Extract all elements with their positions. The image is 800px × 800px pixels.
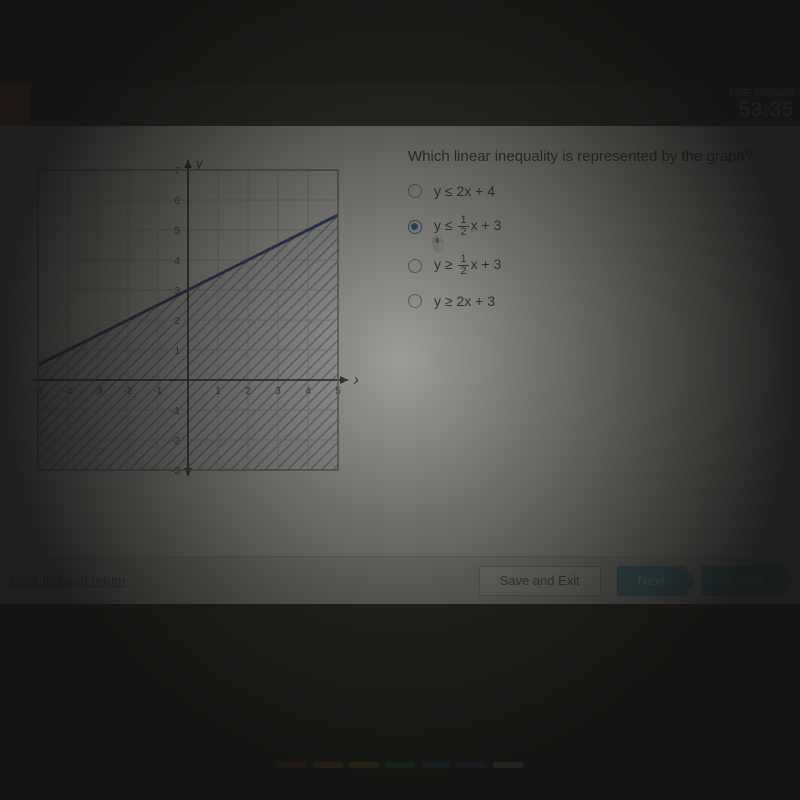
svg-text:7: 7	[174, 166, 180, 177]
taskbar-dot	[421, 762, 451, 768]
option-2[interactable]: y ≥ 12x + 3	[408, 254, 788, 277]
graph: -5-4-3-2-112345-3-2-11234567xy	[18, 150, 358, 490]
option-3[interactable]: y ≥ 2x + 3	[408, 293, 788, 309]
svg-text:-3: -3	[94, 386, 103, 397]
taskbar-dot	[493, 762, 523, 768]
radio-2[interactable]	[408, 259, 422, 273]
taskbar-dot	[385, 762, 415, 768]
svg-text:1: 1	[174, 346, 180, 357]
taskbar-dot	[277, 762, 307, 768]
radio-1[interactable]	[408, 220, 422, 234]
svg-text:4: 4	[305, 386, 311, 397]
radio-0[interactable]	[408, 184, 422, 198]
taskbar	[0, 762, 800, 782]
save-exit-button[interactable]: Save and Exit	[479, 566, 601, 596]
option-0[interactable]: y ≤ 2x + 4	[408, 183, 788, 199]
options-list: y ≤ 2x + 4 y ≤ 12x + 3 y ≥ 12x + 3 y ≥ 2x +…	[408, 183, 788, 309]
svg-text:6: 6	[174, 196, 180, 207]
timer: TIME REMAIN 53:35	[728, 88, 794, 121]
option-1[interactable]: y ≤ 12x + 3	[408, 215, 788, 238]
question-area: Which linear inequality is represented b…	[408, 148, 788, 325]
svg-text:-3: -3	[171, 466, 180, 477]
svg-text:-2: -2	[171, 436, 180, 447]
svg-text:1: 1	[215, 386, 221, 397]
submit-button[interactable]: Submit	[702, 566, 784, 596]
question-prompt: Which linear inequality is represented b…	[408, 148, 788, 165]
mark-return-link[interactable]: Mark this and return	[10, 573, 126, 588]
option-label-3: y ≥ 2x + 3	[434, 293, 495, 309]
svg-text:3: 3	[275, 386, 281, 397]
taskbar-dot	[313, 762, 343, 768]
svg-text:2: 2	[245, 386, 251, 397]
timer-label: TIME REMAIN	[728, 88, 794, 99]
timer-value: 53:35	[728, 99, 794, 121]
content-panel: -5-4-3-2-112345-3-2-11234567xy Which lin…	[0, 126, 800, 556]
taskbar-dot	[457, 762, 487, 768]
svg-text:-2: -2	[124, 386, 133, 397]
radio-3[interactable]	[408, 294, 422, 308]
footer-bar: Mark this and return Save and Exit Next …	[0, 556, 800, 604]
svg-text:-4: -4	[64, 386, 73, 397]
svg-text:x: x	[353, 372, 358, 387]
svg-text:-1: -1	[154, 386, 163, 397]
option-label-1: y ≤ 12x + 3	[434, 215, 501, 238]
next-button[interactable]: Next	[617, 566, 686, 596]
svg-text:y: y	[195, 156, 204, 171]
red-indicator	[0, 82, 30, 126]
top-bar: TIME REMAIN 53:35	[0, 82, 800, 126]
graph-svg: -5-4-3-2-112345-3-2-11234567xy	[18, 150, 358, 490]
svg-text:4: 4	[174, 256, 180, 267]
taskbar-dot	[349, 762, 379, 768]
svg-text:2: 2	[174, 316, 180, 327]
option-label-2: y ≥ 12x + 3	[434, 254, 501, 277]
svg-text:5: 5	[174, 226, 180, 237]
option-label-0: y ≤ 2x + 4	[434, 183, 495, 199]
svg-text:-1: -1	[171, 406, 180, 417]
